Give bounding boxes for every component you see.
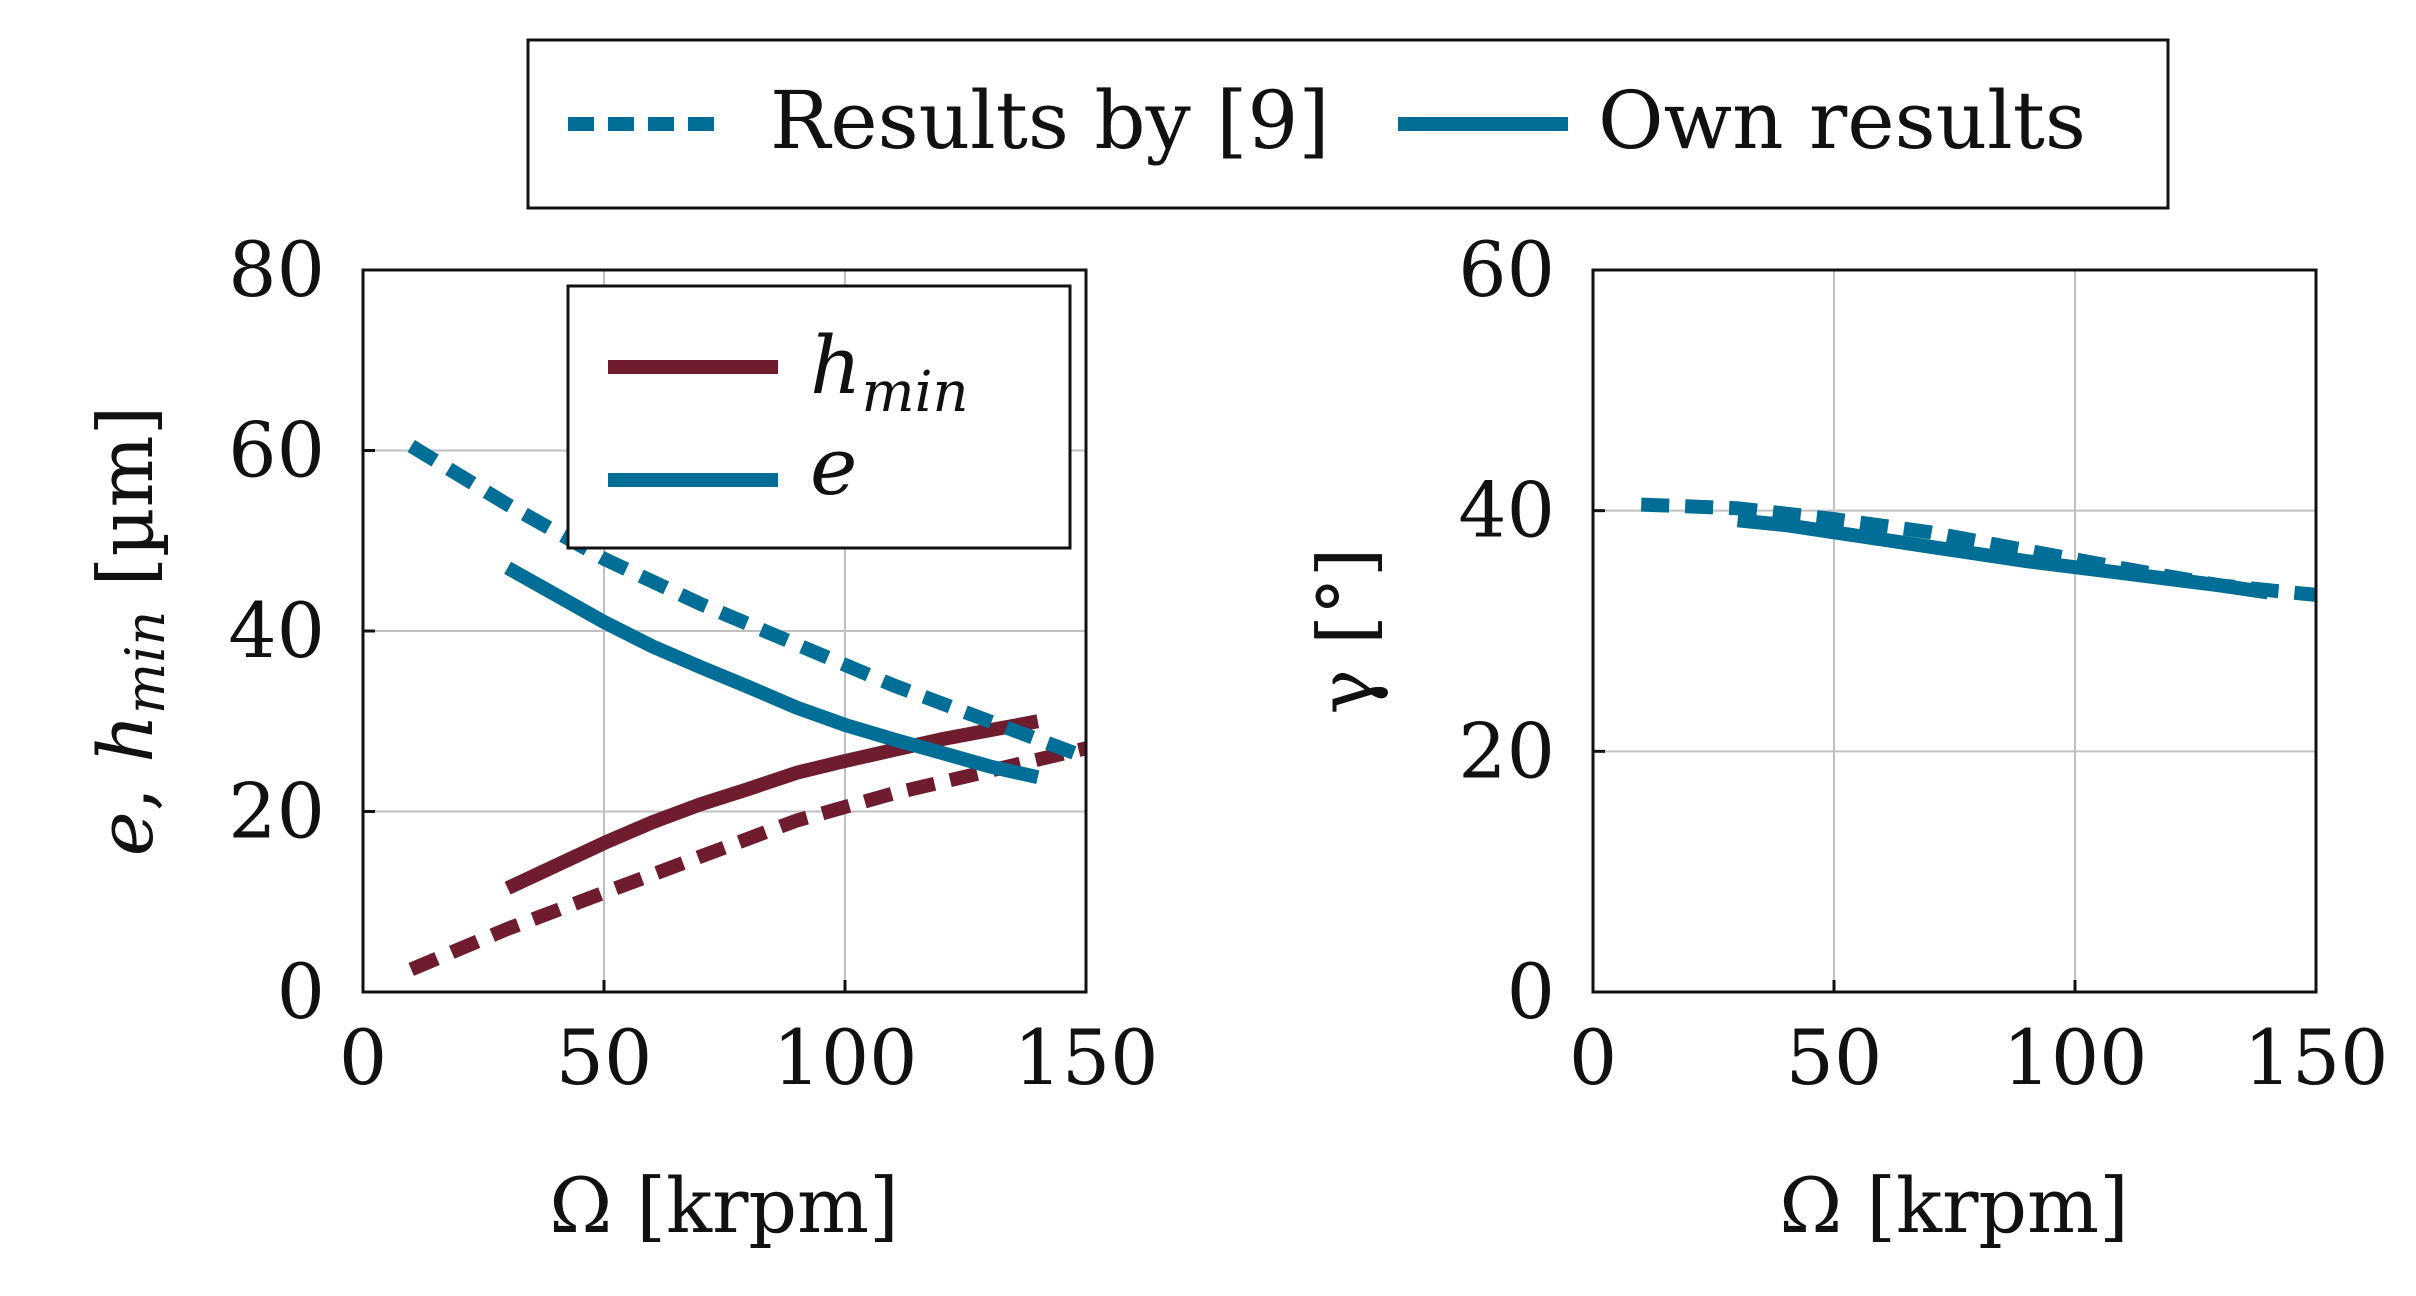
right-x-tick-50: 50 — [1786, 1013, 1883, 1102]
right-x-tick-0: 0 — [1569, 1013, 1617, 1102]
top-legend: Results by [9] Own results — [526, 38, 2170, 210]
right-series-gamma-dashed — [1640, 497, 2317, 602]
right-y-tick-60: 60 — [1458, 225, 1555, 314]
right-tick-labels: 0 50 100 150 0 20 40 60 — [1458, 225, 2388, 1102]
left-legend: hmin e — [566, 284, 1072, 550]
left-legend-e-label: e — [810, 420, 857, 513]
right-x-tick-150: 150 — [2243, 1013, 2388, 1102]
left-legend-hmin-symbol: h — [810, 319, 862, 412]
right-axes-frame — [1591, 268, 2318, 994]
left-legend-hmin-label: hmin — [810, 319, 969, 425]
left-y-tick-20: 20 — [228, 767, 325, 856]
left-series-e-solid — [504, 561, 1040, 785]
left-x-tick-0: 0 — [339, 1013, 387, 1102]
left-series-e-dashed — [407, 440, 1089, 764]
left-x-tick-100: 100 — [772, 1013, 917, 1102]
left-y-label-sep: , — [81, 763, 170, 811]
left-y-tick-80: 80 — [228, 225, 325, 314]
left-y-tick-60: 60 — [228, 406, 325, 495]
left-axes-frame — [361, 268, 1088, 994]
left-x-axis-label: Ω [krpm] — [549, 1161, 899, 1250]
left-x-tick-150: 150 — [1013, 1013, 1158, 1102]
left-legend-frame — [566, 284, 1072, 550]
right-y-axis-label: γ [°] — [1301, 548, 1390, 715]
left-y-label-sub: min — [114, 611, 177, 714]
left-y-label-unit: [µm] — [81, 406, 170, 611]
left-series-hmin-solid — [504, 714, 1040, 895]
left-x-tick-50: 50 — [556, 1013, 653, 1102]
right-y-tick-20: 20 — [1458, 706, 1555, 795]
left-series-layer — [407, 440, 1089, 976]
left-series-hmin-dashed — [408, 741, 1088, 976]
right-series-layer — [1640, 497, 2317, 602]
left-y-label-h: h — [81, 714, 170, 763]
right-x-tick-100: 100 — [2002, 1013, 2147, 1102]
top-legend-label-results-by-9: Results by [9] — [770, 74, 1330, 167]
left-y-tick-40: 40 — [228, 586, 325, 675]
right-x-axis-label: Ω [krpm] — [1779, 1161, 2129, 1250]
right-y-tick-0: 0 — [1507, 947, 1555, 1036]
left-y-axis-label: e, hmin [µm] — [81, 406, 177, 856]
right-grid — [1591, 268, 2318, 994]
top-legend-frame — [526, 38, 2170, 210]
right-chart: 0 50 100 150 0 20 40 60 γ [°] Ω [krpm] — [1301, 225, 2389, 1250]
top-legend-label-own-results: Own results — [1598, 74, 2086, 167]
left-y-tick-0: 0 — [277, 947, 325, 1036]
left-tick-labels: 0 50 100 150 0 20 40 60 80 — [228, 225, 1158, 1102]
left-y-label-e: e — [81, 811, 170, 856]
left-legend-hmin-subscript: min — [862, 360, 969, 425]
right-y-tick-40: 40 — [1458, 466, 1555, 555]
